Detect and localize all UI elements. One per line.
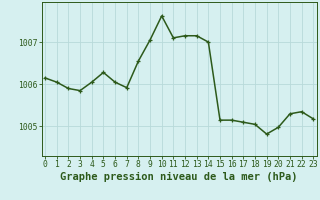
X-axis label: Graphe pression niveau de la mer (hPa): Graphe pression niveau de la mer (hPa) (60, 172, 298, 182)
